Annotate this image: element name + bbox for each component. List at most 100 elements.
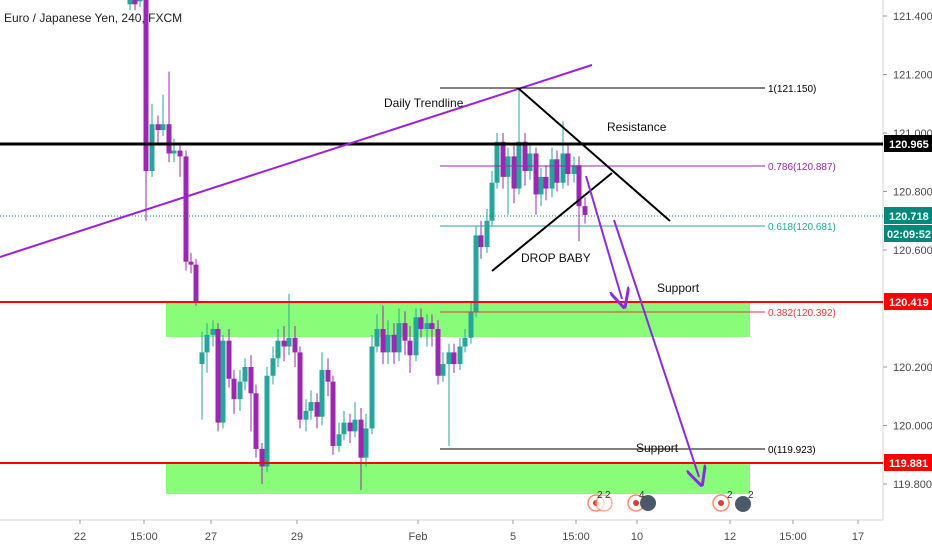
- candle: [193, 258, 199, 306]
- event-marker-3[interactable]: 2: [712, 490, 733, 512]
- candle: [308, 390, 314, 420]
- candle: [314, 393, 320, 429]
- candle-body: [352, 419, 358, 432]
- candle-body: [576, 165, 582, 207]
- y-tick-label: 120.000: [893, 421, 932, 433]
- candle-body: [286, 337, 292, 347]
- candle: [127, 0, 133, 11]
- candle: [253, 384, 259, 458]
- candle-body: [275, 340, 281, 359]
- candle-body: [522, 141, 528, 172]
- candle-body: [396, 323, 402, 353]
- price-label-support-lower: 119.881: [884, 454, 932, 471]
- event-marker-4[interactable]: 2: [735, 490, 754, 512]
- candle: [358, 407, 364, 490]
- candle-body: [554, 159, 560, 183]
- candle-body: [571, 165, 577, 174]
- candle-body: [374, 328, 380, 347]
- candle: [336, 422, 342, 452]
- candle: [516, 89, 522, 195]
- candle-body: [248, 367, 254, 394]
- candle: [132, 0, 138, 11]
- svg-text:2: 2: [748, 490, 754, 501]
- candle-body: [297, 352, 303, 420]
- candle-body: [199, 352, 205, 365]
- candle-body: [369, 346, 375, 429]
- price-label-support-upper: 120.419: [884, 293, 932, 310]
- candle: [341, 410, 347, 441]
- candle-body: [424, 323, 430, 329]
- svg-text:4: 4: [639, 490, 645, 501]
- support-zone-lower: [166, 463, 750, 494]
- price-label-resistance: 120.965: [884, 135, 932, 152]
- candle-body: [462, 337, 468, 347]
- candle: [215, 323, 221, 432]
- candle: [478, 220, 484, 259]
- candle-body: [500, 141, 506, 177]
- candle: [554, 150, 560, 192]
- candle-body: [183, 156, 189, 262]
- candle: [446, 343, 452, 446]
- candle-body: [166, 124, 172, 154]
- annotation-resistance: Resistance: [607, 120, 667, 134]
- candle-body: [440, 364, 446, 376]
- x-tick-label: 15:00: [779, 531, 807, 543]
- y-tick-label: 121.400: [893, 11, 932, 23]
- candle: [402, 311, 408, 356]
- candle: [429, 314, 435, 347]
- candle: [494, 133, 500, 189]
- candle-body: [473, 235, 479, 312]
- candle-body: [560, 153, 566, 183]
- candles: [127, 0, 588, 490]
- x-tick-label: 22: [74, 531, 86, 543]
- candle: [183, 150, 189, 271]
- y-tick-label: 120.200: [893, 362, 932, 374]
- candle: [527, 144, 533, 180]
- candle-body: [549, 159, 555, 189]
- candle-body: [292, 337, 298, 353]
- candle-body: [325, 369, 331, 382]
- candle: [149, 103, 155, 177]
- candle: [319, 352, 325, 426]
- candle: [143, 0, 149, 221]
- svg-text:120.419: 120.419: [889, 297, 929, 309]
- candle: [237, 369, 243, 411]
- candle: [424, 314, 430, 347]
- candle: [413, 308, 419, 362]
- candle-body: [385, 334, 391, 353]
- candle: [435, 320, 441, 385]
- svg-text:2: 2: [605, 490, 611, 501]
- candle: [462, 328, 468, 353]
- candle-body: [149, 124, 155, 172]
- x-tick-label: 29: [291, 531, 303, 543]
- candle: [468, 302, 474, 344]
- candle: [210, 320, 216, 347]
- event-marker-2[interactable]: 4: [627, 490, 656, 512]
- candle: [533, 147, 539, 215]
- candle-body: [413, 317, 419, 356]
- candle-body: [457, 346, 463, 365]
- svg-text:2: 2: [597, 490, 603, 501]
- candle-body: [137, 0, 143, 2]
- candle: [220, 334, 226, 429]
- candle: [155, 115, 161, 145]
- fib-label-1: 1(121.150): [768, 84, 816, 95]
- candle-body: [314, 402, 320, 417]
- candle-body: [308, 402, 314, 411]
- candle: [231, 369, 237, 414]
- candle: [374, 314, 380, 353]
- candle-body: [446, 352, 452, 365]
- candle-body: [171, 150, 177, 154]
- svg-text:120.965: 120.965: [889, 139, 929, 151]
- svg-text:120.718: 120.718: [889, 211, 929, 223]
- price-label-countdown: 02:09:52: [884, 225, 932, 242]
- candle: [171, 138, 177, 163]
- candle-body: [319, 369, 325, 417]
- candle: [522, 133, 528, 186]
- candle: [565, 144, 571, 186]
- candle: [177, 144, 183, 177]
- event-marker-1[interactable]: 2 2: [587, 490, 613, 512]
- candle: [242, 358, 248, 391]
- candle-body: [237, 381, 243, 400]
